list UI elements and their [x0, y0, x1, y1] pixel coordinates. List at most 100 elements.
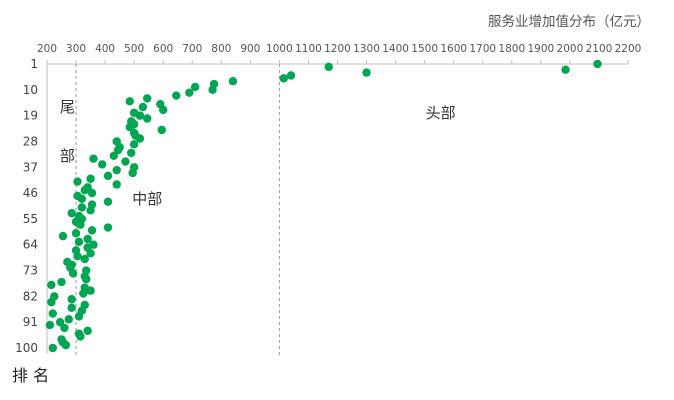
data-point — [82, 274, 91, 284]
data-point — [286, 71, 296, 80]
data-point — [125, 97, 134, 106]
x-tick-label: 1100 — [295, 43, 322, 55]
data-point — [128, 168, 137, 178]
data-point — [87, 188, 97, 198]
data-point — [324, 62, 333, 72]
x-tick-label: 1900 — [527, 43, 554, 55]
data-point — [74, 237, 84, 247]
x-tick-label: 600 — [153, 43, 173, 55]
data-point — [121, 157, 130, 166]
data-point — [61, 340, 71, 350]
data-point — [83, 234, 92, 244]
data-point — [57, 277, 66, 287]
data-point — [80, 186, 89, 195]
data-point — [73, 177, 82, 186]
data-point — [279, 74, 288, 83]
data-point — [103, 171, 113, 181]
y-tick-label: 64 — [23, 238, 38, 252]
region-label: 部 — [60, 147, 75, 165]
y-axis-title: 排 名 — [12, 366, 49, 385]
data-point — [45, 320, 55, 330]
y-tick-label: 37 — [23, 160, 38, 174]
data-point — [208, 85, 217, 95]
x-tick-label: 300 — [66, 43, 86, 55]
data-point — [77, 194, 87, 204]
data-point — [593, 59, 602, 69]
data-point — [86, 174, 95, 183]
x-tick-label: 1500 — [411, 43, 438, 55]
data-point — [76, 332, 85, 341]
data-point — [64, 315, 73, 324]
x-tick-label: 1200 — [324, 43, 351, 55]
data-point — [60, 323, 69, 333]
data-points — [45, 59, 602, 353]
data-point — [79, 289, 88, 298]
y-axis-ticks: 1 10 19 28 37 46 55 64 73 82 91 100 — [15, 57, 48, 355]
x-tick-label: 400 — [95, 43, 115, 55]
x-tick-label: 200 — [37, 43, 57, 55]
x-tick-label: 1700 — [469, 43, 496, 55]
y-tick-label: 10 — [23, 83, 38, 97]
region-label: 中部 — [132, 190, 162, 208]
data-point — [89, 154, 98, 163]
data-point — [80, 254, 89, 264]
data-point — [138, 102, 148, 112]
x-tick-label: 1400 — [382, 43, 409, 55]
data-point — [103, 197, 113, 206]
y-tick-label: 46 — [23, 186, 38, 200]
data-point — [71, 229, 81, 238]
x-tick-label: 1300 — [353, 43, 380, 55]
data-point — [159, 105, 168, 115]
y-tick-label: 55 — [23, 212, 38, 226]
data-point — [76, 220, 85, 229]
data-point — [47, 280, 56, 290]
region-label: 尾 — [60, 98, 75, 116]
data-point — [127, 148, 136, 158]
data-point — [73, 252, 82, 261]
data-point — [135, 111, 145, 120]
data-point — [228, 77, 238, 86]
x-tick-label: 1800 — [498, 43, 525, 55]
data-point — [125, 122, 134, 132]
x-tick-label: 2100 — [586, 43, 613, 55]
data-point — [67, 295, 76, 304]
y-tick-label: 19 — [23, 109, 38, 123]
data-point — [143, 114, 152, 123]
data-point — [172, 91, 181, 100]
data-point — [74, 312, 84, 321]
data-point — [112, 165, 121, 175]
data-point — [561, 65, 570, 74]
y-tick-label: 1 — [30, 57, 38, 71]
x-tick-label: 500 — [124, 43, 144, 55]
x-tick-label: 2200 — [615, 43, 642, 55]
data-point — [86, 249, 95, 258]
data-point — [86, 206, 95, 215]
y-tick-label: 91 — [23, 315, 38, 329]
data-point — [112, 180, 121, 189]
data-point — [135, 134, 145, 143]
data-point — [47, 297, 56, 307]
data-point — [185, 88, 194, 97]
x-axis-title: 服务业增加值分布（亿元） — [488, 14, 650, 30]
x-tick-label: 1000 — [266, 43, 293, 55]
data-point — [103, 223, 113, 232]
data-point — [157, 125, 166, 135]
region-dividers — [75, 64, 280, 357]
y-tick-label: 28 — [23, 134, 38, 148]
data-point — [190, 82, 200, 92]
data-point — [143, 94, 152, 103]
data-point — [86, 286, 95, 295]
data-point — [362, 68, 371, 77]
data-point — [109, 151, 119, 160]
data-point — [55, 317, 65, 327]
x-tick-label: 800 — [211, 43, 231, 55]
data-point — [129, 140, 139, 149]
x-axis-ticks: 200 300 400 500 600 700 800 900 1000 1100 1200 1300… — [37, 43, 642, 65]
x-tick-label: 2000 — [557, 43, 584, 55]
region-label: 头部 — [426, 104, 456, 122]
data-point — [58, 231, 68, 241]
data-point — [67, 303, 76, 313]
data-point — [83, 326, 92, 335]
